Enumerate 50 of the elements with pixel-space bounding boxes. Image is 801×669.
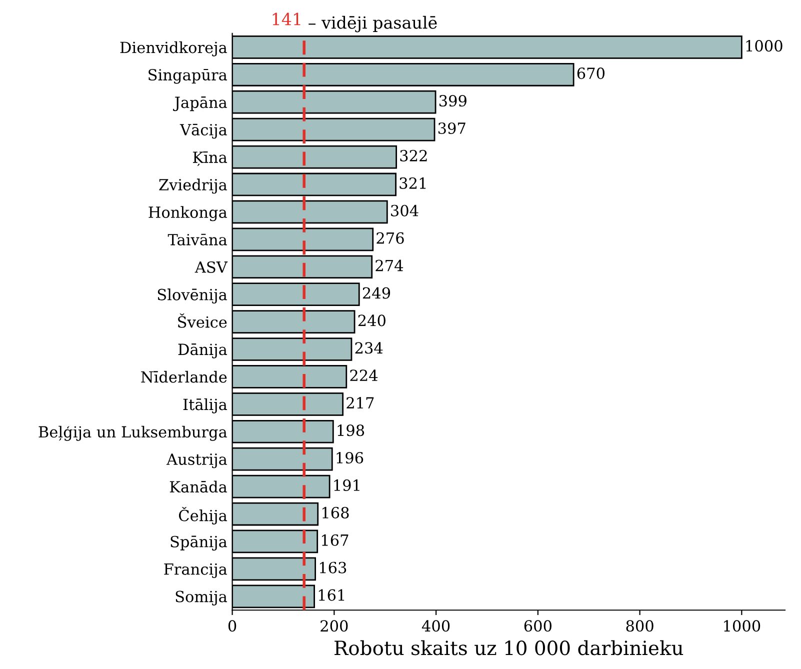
ref-line-label: 141 – vidēji pasaulē <box>272 12 437 32</box>
data-label: 304 <box>391 204 418 216</box>
data-label: 399 <box>439 94 466 107</box>
data-label: 234 <box>355 342 383 354</box>
y-tick-label: Francija <box>164 563 227 578</box>
data-label: 163 <box>320 562 346 574</box>
data-label: 397 <box>438 122 466 134</box>
x-tick-label: 1000 <box>724 620 760 632</box>
y-tick-label: Ķīna <box>193 151 227 166</box>
y-tick-label: Nīderlande <box>141 370 227 383</box>
x-tick-label: 600 <box>524 620 552 632</box>
data-label: 161 <box>318 589 344 601</box>
y-tick-label: Singapūra <box>148 68 227 84</box>
y-tick-label: Honkonga <box>148 206 227 222</box>
y-tick-label: Čehija <box>178 506 227 524</box>
data-label: 191 <box>334 479 360 491</box>
y-tick-label: ASV <box>194 261 228 273</box>
y-tick-label: Spānija <box>170 536 227 551</box>
x-tick-label: 400 <box>422 620 450 632</box>
y-tick-label: Zviedrija <box>159 178 227 194</box>
y-tick-label: Vācija <box>180 124 227 139</box>
data-label: 249 <box>362 287 390 299</box>
data-label: 322 <box>400 150 427 162</box>
data-label: 167 <box>322 534 348 546</box>
data-label: 168 <box>322 506 349 518</box>
y-tick-label: Somija <box>176 590 227 606</box>
data-label: 240 <box>358 314 386 326</box>
data-label: 274 <box>376 260 404 272</box>
data-label: 276 <box>376 232 404 244</box>
data-label: 224 <box>350 370 378 381</box>
y-tick-label: Taivāna <box>168 234 227 246</box>
x-axis-title: Robotu skaits uz 10 000 darbinieku <box>334 640 684 656</box>
data-label: 670 <box>577 68 605 80</box>
data-label: 196 <box>336 452 364 464</box>
y-tick-label: Itālija <box>183 398 227 414</box>
y-tick-label: Slovēnija <box>158 288 227 304</box>
y-tick-label: Austrija <box>166 454 227 468</box>
x-tick-label: 0 <box>228 620 236 632</box>
y-tick-label: Šveice <box>178 313 227 328</box>
y-tick-label: Kanāda <box>170 480 227 493</box>
y-tick-label: Dienvidkoreja <box>120 41 227 56</box>
x-tick-label: 800 <box>626 620 654 632</box>
y-tick-label: Dānija <box>178 344 227 358</box>
x-tick-label: 200 <box>320 620 348 632</box>
data-label: 217 <box>346 397 374 408</box>
y-tick-label: Beļģija un Luksemburga <box>38 426 227 441</box>
y-tick-label: Japāna <box>173 96 227 112</box>
data-label: 1000 <box>746 40 782 52</box>
data-label: 198 <box>338 424 364 436</box>
data-label: 321 <box>400 177 426 189</box>
